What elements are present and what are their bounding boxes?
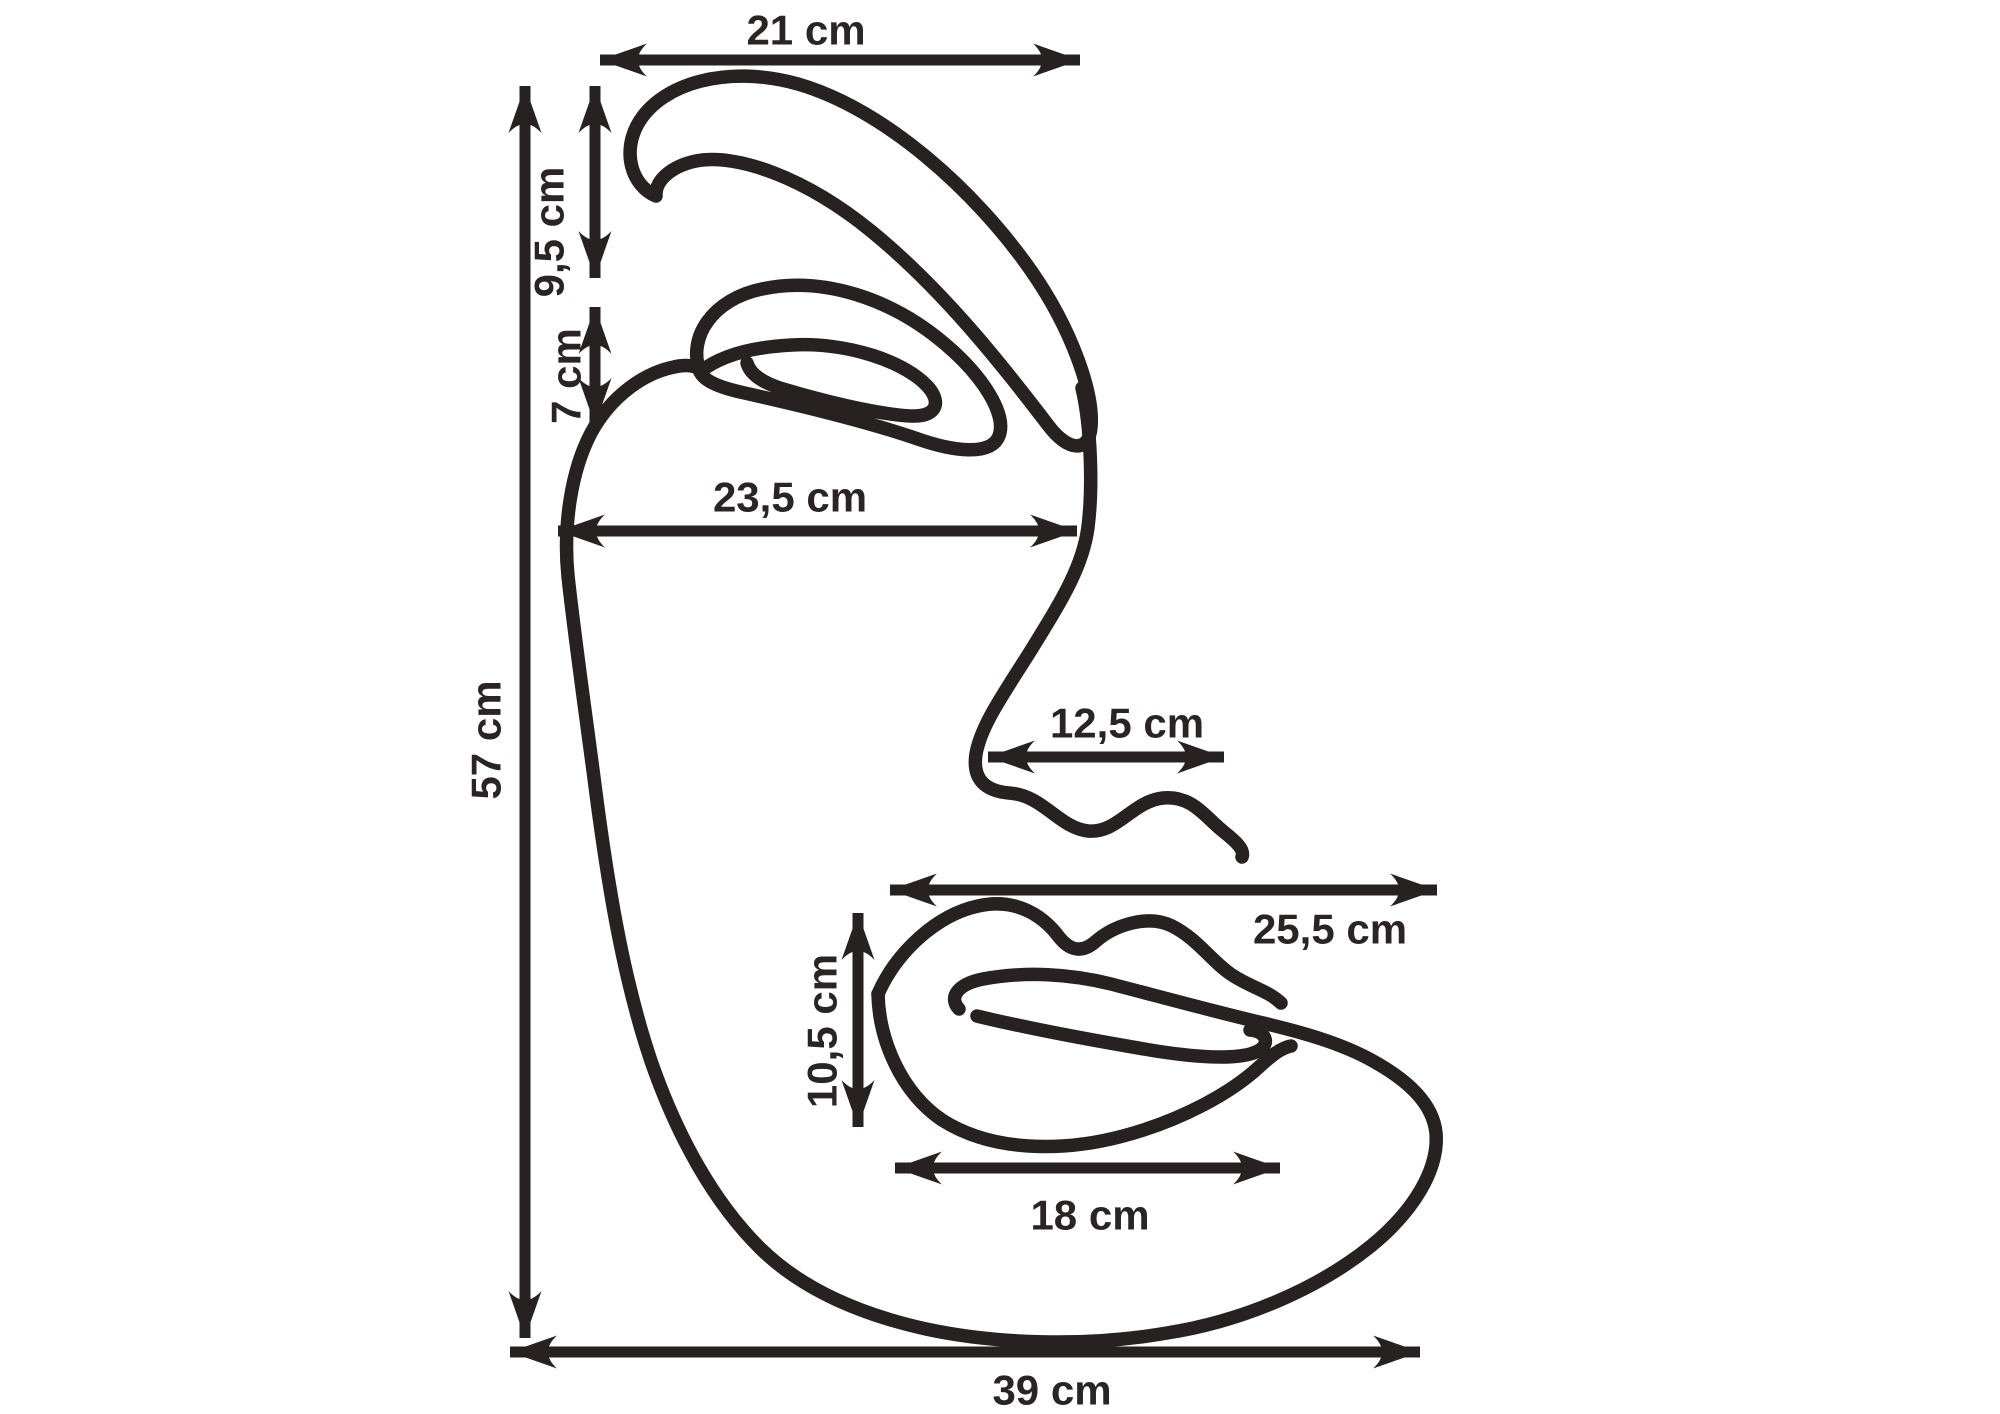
- arrowhead-total-height-end: [508, 1291, 542, 1338]
- arrowhead-eye-height-start: [578, 307, 612, 354]
- dimension-annotations: 21 cm 9,5 cm 7 cm 23,5 cm 57 cm 12,5 cm 25,5 c…: [463, 7, 1437, 1414]
- eyebrow-line: [623, 69, 1099, 453]
- dimension-label-eye-height: 7 cm: [543, 328, 590, 424]
- arrowhead-eyebrow-height-end: [578, 231, 612, 278]
- dimension-nose-width: 12,5 cm: [988, 700, 1224, 774]
- inner-lip-line: [970, 1009, 1273, 1064]
- dimension-label-nose-width: 12,5 cm: [1050, 700, 1204, 747]
- dimension-label-head-top-width: 21 cm: [746, 7, 865, 54]
- arrowhead-mouth-area-width-start: [890, 873, 937, 907]
- arrowhead-total-width-end: [1373, 1335, 1420, 1369]
- dimension-label-lips-height: 10,5 cm: [799, 954, 846, 1108]
- dimension-forehead-width: 23,5 cm: [558, 474, 1077, 548]
- face-line-art: [559, 69, 1443, 1349]
- arrowhead-mouth-area-width-end: [1390, 873, 1437, 907]
- dimension-mouth-area-width: 25,5 cm: [890, 873, 1437, 953]
- arrowhead-head-top-width-end: [1033, 43, 1080, 77]
- arrowhead-eye-height-end: [578, 378, 612, 425]
- dimension-total-width: 39 cm: [510, 1335, 1420, 1414]
- arrowhead-head-top-width-start: [600, 43, 647, 77]
- arrowhead-nose-width-start: [988, 740, 1035, 774]
- arrowhead-lips-height-end: [841, 1080, 875, 1127]
- dimension-label-eyebrow-height: 9,5 cm: [526, 167, 573, 298]
- dimension-head-top-width: 21 cm: [600, 7, 1080, 77]
- jaw-chin-cheek-line: [559, 358, 1443, 1349]
- arrowhead-total-height-start: [508, 86, 542, 133]
- dimension-label-total-height: 57 cm: [463, 680, 510, 799]
- upper-lip-line: [871, 897, 1288, 1010]
- arrowhead-forehead-width-end: [1030, 514, 1077, 548]
- arrowhead-forehead-width-start: [558, 514, 605, 548]
- dimension-eye-height: 7 cm: [543, 307, 612, 425]
- arrowhead-nose-width-end: [1177, 740, 1224, 774]
- lower-lip-line: [871, 987, 1298, 1154]
- eye-swirl-line: [689, 278, 1008, 457]
- dimension-eyebrow-height: 9,5 cm: [526, 86, 612, 297]
- dimension-total-height: 57 cm: [463, 86, 542, 1338]
- dimension-label-total-width: 39 cm: [992, 1367, 1111, 1414]
- arrowhead-lips-height-start: [841, 913, 875, 960]
- dimension-lips-width: 18 cm: [895, 1151, 1280, 1239]
- arrowhead-eyebrow-height-start: [578, 86, 612, 133]
- arrowhead-lips-width-end: [1233, 1151, 1280, 1185]
- dimension-label-lips-width: 18 cm: [1030, 1192, 1149, 1239]
- dimension-label-mouth-area-width: 25,5 cm: [1253, 906, 1407, 953]
- arrowhead-total-width-start: [510, 1335, 557, 1369]
- profile-nose-line: [968, 381, 1250, 864]
- dimension-lips-height: 10,5 cm: [799, 913, 875, 1127]
- arrowhead-lips-width-start: [895, 1151, 942, 1185]
- dimension-label-forehead-width: 23,5 cm: [713, 474, 867, 521]
